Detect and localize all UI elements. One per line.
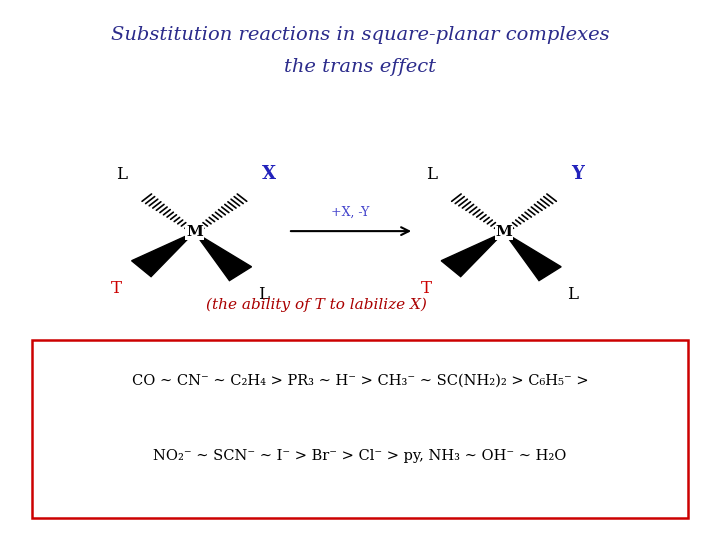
Text: L: L (116, 166, 127, 184)
Text: L: L (567, 286, 579, 303)
Text: T: T (111, 280, 122, 296)
Text: L: L (426, 166, 437, 184)
Polygon shape (504, 232, 561, 281)
Text: NO₂⁻ ∼ SCN⁻ ∼ I⁻ > Br⁻ > Cl⁻ > py, NH₃ ∼ OH⁻ ∼ H₂O: NO₂⁻ ∼ SCN⁻ ∼ I⁻ > Br⁻ > Cl⁻ > py, NH₃ ∼… (153, 449, 567, 463)
Polygon shape (132, 232, 194, 276)
Text: M: M (186, 225, 203, 239)
Text: the trans effect: the trans effect (284, 58, 436, 77)
Polygon shape (441, 232, 504, 276)
Text: M: M (495, 225, 513, 239)
Text: L: L (258, 286, 269, 303)
Text: (the ability of T to labilize X): (the ability of T to labilize X) (207, 298, 427, 312)
Text: Y: Y (571, 165, 584, 184)
FancyBboxPatch shape (32, 340, 688, 518)
Text: +X, -Y: +X, -Y (331, 206, 370, 219)
Text: Substitution reactions in square-planar complexes: Substitution reactions in square-planar … (111, 26, 609, 44)
Text: X: X (261, 165, 276, 184)
Text: CO ∼ CN⁻ ∼ C₂H₄ > PR₃ ∼ H⁻ > CH₃⁻ ∼ SC(NH₂)₂ > C₆H₅⁻ >: CO ∼ CN⁻ ∼ C₂H₄ > PR₃ ∼ H⁻ > CH₃⁻ ∼ SC(N… (132, 374, 588, 388)
Polygon shape (194, 232, 251, 281)
Text: T: T (420, 280, 431, 296)
